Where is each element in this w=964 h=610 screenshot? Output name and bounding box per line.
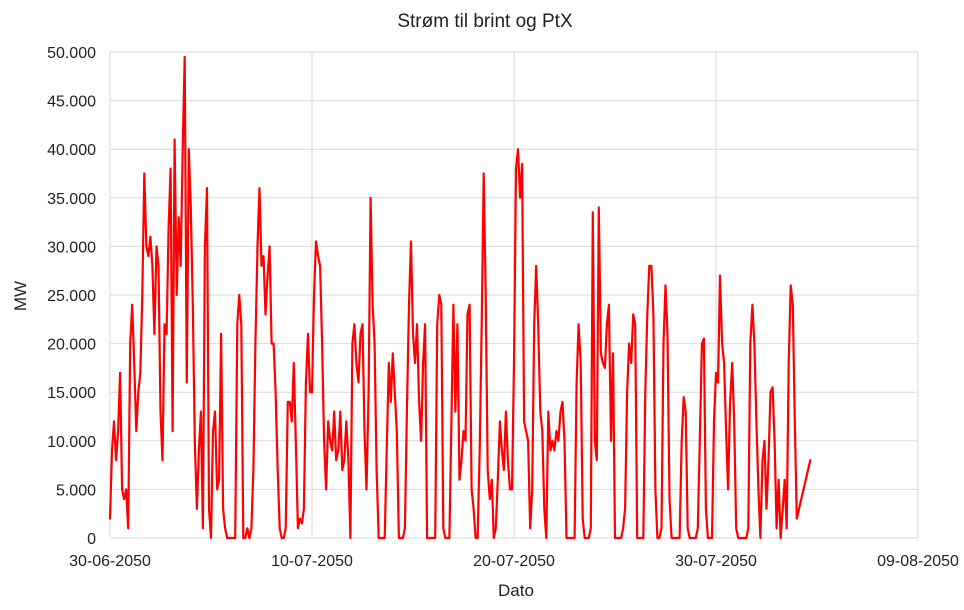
chart-title: Strøm til brint og PtX	[397, 11, 573, 32]
y-tick-label: 45.000	[47, 94, 96, 111]
x-tick-label: 30-06-2050	[69, 553, 151, 570]
x-tick-label: 20-07-2050	[473, 553, 555, 570]
series-layer	[108, 55, 812, 540]
y-tick-label: 15.000	[47, 385, 96, 402]
x-axis-ticks: 30-06-2050 10-07-2050 20-07-2050 30-07-2050…	[69, 553, 959, 570]
y-tick-label: 30.000	[47, 239, 96, 256]
series-line	[108, 55, 812, 540]
y-tick-label: 0	[87, 531, 96, 548]
y-tick-label: 10.000	[47, 434, 96, 451]
y-tick-label: 5.000	[56, 482, 96, 499]
y-axis-label: MW	[11, 281, 30, 311]
y-tick-label: 50.000	[47, 45, 96, 62]
x-tick-label: 09-08-2050	[877, 553, 959, 570]
y-tick-label: 20.000	[47, 337, 96, 354]
y-tick-label: 35.000	[47, 191, 96, 208]
y-tick-label: 40.000	[47, 142, 96, 159]
x-axis-label: Dato	[498, 581, 534, 600]
y-axis-ticks: 0 5.000 10.000 15.000 20.000 25.000 30.000 35.0…	[47, 45, 96, 548]
x-tick-label: 10-07-2050	[271, 553, 353, 570]
x-tick-label: 30-07-2050	[675, 553, 757, 570]
y-tick-label: 25.000	[47, 288, 96, 305]
